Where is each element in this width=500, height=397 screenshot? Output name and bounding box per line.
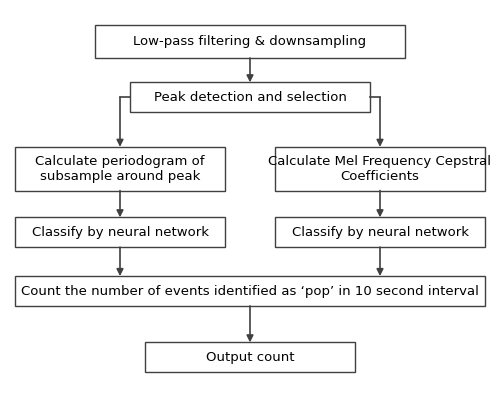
Text: Count the number of events identified as ‘pop’ in 10 second interval: Count the number of events identified as… [21, 285, 479, 297]
FancyBboxPatch shape [15, 276, 485, 306]
FancyBboxPatch shape [275, 218, 485, 247]
FancyBboxPatch shape [15, 218, 225, 247]
Text: Low-pass filtering & downsampling: Low-pass filtering & downsampling [134, 35, 366, 48]
FancyBboxPatch shape [275, 147, 485, 191]
Text: Peak detection and selection: Peak detection and selection [154, 91, 346, 104]
FancyBboxPatch shape [95, 25, 405, 58]
Text: Classify by neural network: Classify by neural network [32, 226, 208, 239]
FancyBboxPatch shape [130, 83, 370, 112]
Text: Calculate Mel Frequency Cepstral
Coefficients: Calculate Mel Frequency Cepstral Coeffic… [268, 155, 492, 183]
Text: Calculate periodogram of
subsample around peak: Calculate periodogram of subsample aroun… [35, 155, 205, 183]
FancyBboxPatch shape [15, 147, 225, 191]
Text: Output count: Output count [206, 351, 294, 364]
Text: Classify by neural network: Classify by neural network [292, 226, 469, 239]
FancyBboxPatch shape [145, 342, 355, 372]
